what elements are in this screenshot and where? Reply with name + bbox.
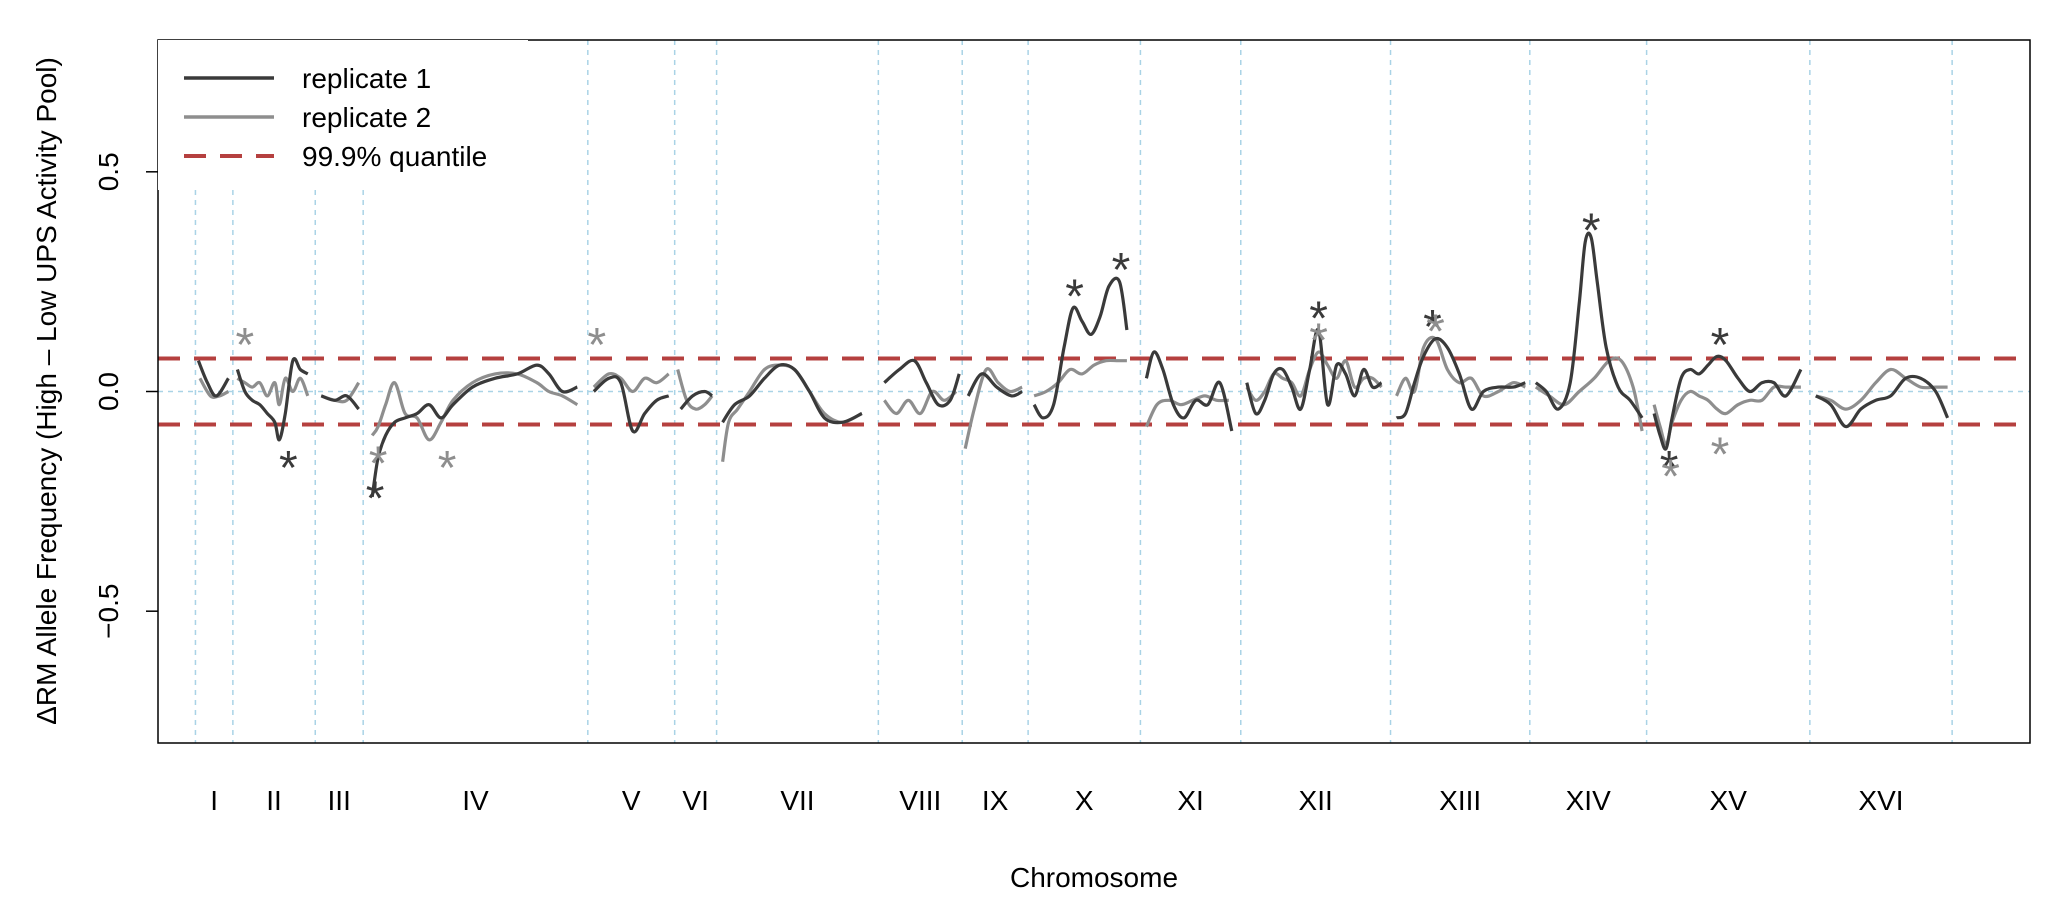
series-line-replicate-1 — [966, 372, 1023, 398]
series-line-replicate-2 — [236, 376, 310, 407]
series-line-replicate-1 — [1395, 336, 1526, 420]
legend-label: replicate 2 — [302, 102, 431, 133]
chrom-label: V — [622, 785, 641, 816]
significance-asterisk: * — [369, 437, 388, 490]
series-line-replicate-2 — [1534, 356, 1644, 432]
significance-asterisk: * — [1660, 442, 1679, 495]
series-line-replicate-2 — [1144, 394, 1229, 428]
chrom-label: I — [210, 785, 218, 816]
chrom-label: IV — [462, 785, 489, 816]
significance-asterisk: * — [1582, 205, 1601, 258]
chrom-label: XII — [1299, 785, 1333, 816]
series-line-replicate-1 — [370, 363, 578, 498]
y-tick-label: −0.5 — [93, 584, 124, 639]
series-line-replicate-2 — [676, 369, 714, 411]
significance-asterisk: * — [1065, 270, 1084, 323]
significance-asterisk: * — [587, 319, 606, 372]
series-line-replicate-2 — [592, 371, 670, 394]
series-line-replicate-1 — [1032, 276, 1129, 420]
chrom-label: VI — [682, 785, 708, 816]
series-line-replicate-1 — [196, 360, 230, 398]
x-axis: I II III IV V VI VII VIII IX X XI XII XIII XIV XV XVI — [210, 785, 1903, 816]
chrom-label: XVI — [1858, 785, 1903, 816]
significance-asterisk: * — [1112, 244, 1131, 297]
x-axis-title: Chromosome — [1010, 862, 1178, 893]
chrom-label: XIII — [1439, 785, 1481, 816]
significance-asterisk: * — [1661, 451, 1680, 504]
series-line-replicate-2 — [883, 389, 958, 416]
y-tick-label: 0.0 — [93, 372, 124, 411]
chrom-label: XI — [1177, 785, 1203, 816]
significance-asterisk: * — [1309, 292, 1328, 345]
chrom-label: XV — [1710, 785, 1748, 816]
series-line-replicate-1 — [592, 375, 670, 434]
series-lines — [196, 231, 1950, 498]
legend-label: replicate 1 — [302, 63, 431, 94]
series-line-replicate-2 — [370, 371, 579, 442]
chrom-label: X — [1075, 785, 1094, 816]
legend-label: 99.9% quantile — [302, 141, 487, 172]
series-line-replicate-2 — [1815, 367, 1948, 411]
y-axis-title: ΔRM Allele Frequency (High – Low UPS Act… — [31, 57, 62, 725]
series-line-replicate-1 — [679, 389, 714, 411]
series-line-replicate-2 — [1395, 335, 1526, 399]
legend: replicate 1 replicate 2 99.9% quantile — [158, 40, 528, 190]
chrom-label: VIII — [899, 785, 941, 816]
y-tick-label: 0.5 — [93, 152, 124, 191]
significance-asterisk: * — [366, 473, 385, 526]
series-line-replicate-1 — [1245, 327, 1383, 416]
chrom-label: IX — [982, 785, 1009, 816]
series-line-replicate-1 — [883, 358, 961, 408]
threshold-lines — [158, 356, 2030, 427]
series-line-replicate-1 — [320, 394, 360, 411]
y-axis: −0.5 0.0 0.5 — [93, 152, 158, 639]
series-line-replicate-1 — [235, 357, 309, 442]
series-line-replicate-2 — [963, 367, 1023, 449]
significance-asterisk: * — [1711, 429, 1730, 482]
series-line-replicate-1 — [1814, 374, 1950, 429]
series-line-replicate-1 — [1534, 231, 1644, 419]
series-line-replicate-1 — [1652, 354, 1803, 451]
annotations: **** *** *** ******* — [236, 205, 1730, 526]
chrom-label: III — [328, 785, 351, 816]
chrom-dividers — [158, 40, 2030, 743]
significance-asterisk: * — [236, 319, 255, 372]
significance-asterisk: * — [438, 442, 457, 495]
series-line-replicate-1 — [721, 362, 863, 425]
significance-asterisk: * — [1426, 306, 1445, 359]
significance-asterisk: * — [1309, 314, 1328, 367]
chrom-label: VII — [780, 785, 814, 816]
plot-frame — [157, 39, 2031, 744]
significance-asterisk: * — [1423, 301, 1442, 354]
series-line-replicate-1 — [1144, 350, 1234, 432]
series-line-replicate-2 — [721, 363, 863, 463]
significance-asterisk: * — [279, 442, 298, 495]
legend-box — [158, 40, 528, 190]
chrom-label: XIV — [1566, 785, 1611, 816]
chrom-label: II — [266, 785, 282, 816]
significance-asterisk: * — [1711, 319, 1730, 372]
series-line-replicate-2 — [1033, 358, 1127, 398]
